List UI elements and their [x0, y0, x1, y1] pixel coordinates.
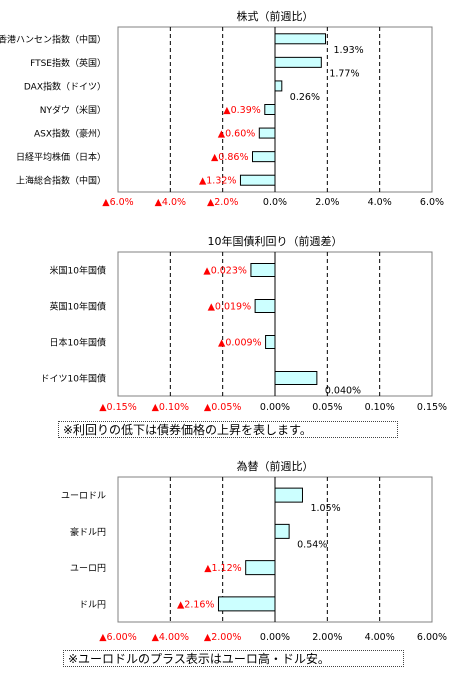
bar	[239, 174, 276, 186]
tick-label: ▲6.00%	[99, 632, 137, 643]
category-label: 米国10年国債	[50, 265, 106, 277]
tick-label: ▲2.00%	[204, 632, 242, 643]
bar	[251, 151, 276, 163]
bar	[274, 487, 303, 503]
data-label: ▲0.86%	[211, 152, 249, 163]
tick-label: ▲4.0%	[155, 197, 186, 208]
tick-label: 0.15%	[417, 402, 447, 413]
fx-note: ※ユーロドルのプラス表示はユーロ高・ドル安。	[63, 650, 404, 667]
data-label: 0.26%	[290, 92, 320, 103]
category-label: 英国10年国債	[50, 301, 106, 313]
data-label: ▲0.023%	[203, 266, 247, 277]
data-label: ▲1.12%	[204, 563, 242, 574]
category-label: ユーロドル	[61, 492, 106, 502]
data-label: ▲2.16%	[177, 599, 215, 610]
tick-label: 2.0%	[315, 197, 339, 208]
category-label: 豪ドル円	[70, 526, 106, 538]
data-label: 1.93%	[334, 45, 364, 56]
category-label: FTSE指数（英国）	[30, 57, 106, 69]
data-label: ▲0.019%	[208, 302, 252, 313]
tick-label: 2.00%	[312, 632, 342, 643]
chart-title: 10年国債利回り（前週差）	[208, 234, 343, 248]
tick-label: ▲6.0%	[102, 197, 133, 208]
tick-label: 0.0%	[263, 197, 287, 208]
bar	[274, 523, 290, 539]
category-label: 日経平均株価（日本）	[16, 151, 106, 163]
tick-label: 6.0%	[420, 197, 444, 208]
tick-label: 0.10%	[365, 402, 395, 413]
tick-label: ▲2.0%	[207, 197, 238, 208]
tick-label: ▲0.10%	[152, 402, 190, 413]
bar	[265, 335, 276, 349]
category-label: ユーロ円	[70, 563, 106, 574]
tick-label: ▲0.05%	[204, 402, 242, 413]
tick-label: 0.00%	[260, 632, 290, 643]
category-label: DAX指数（ドイツ）	[24, 80, 106, 92]
category-label: ASX指数（豪州）	[34, 128, 106, 140]
tick-label: ▲0.15%	[99, 402, 137, 413]
category-label: 日本10年国債	[50, 337, 106, 349]
tick-label: 6.00%	[417, 632, 447, 643]
data-label: ▲1.32%	[199, 176, 237, 187]
bar	[245, 560, 276, 576]
bar	[264, 104, 276, 115]
bar	[274, 33, 327, 45]
tick-label: 4.0%	[368, 197, 392, 208]
bar	[274, 56, 322, 68]
tick-label: 4.00%	[365, 632, 395, 643]
data-label: 0.040%	[325, 386, 361, 397]
tick-label: 0.00%	[260, 402, 290, 413]
category-label: ドル円	[79, 599, 106, 610]
data-label: 1.77%	[329, 68, 359, 79]
data-label: ▲0.39%	[223, 105, 261, 116]
bar	[258, 127, 276, 139]
category-label: ドイツ10年国債	[41, 373, 106, 385]
data-label: 0.54%	[297, 539, 327, 550]
yield-note: ※利回りの低下は債券価格の上昇を表します。	[58, 421, 398, 438]
data-label: ▲0.60%	[218, 129, 256, 140]
data-label: ▲0.009%	[218, 338, 262, 349]
category-label: 上海総合指数（中国）	[16, 175, 106, 187]
category-label: 香港ハンセン指数（中国）	[0, 33, 106, 45]
bar	[274, 80, 283, 92]
bar	[254, 299, 276, 313]
tick-label: ▲4.00%	[152, 632, 190, 643]
bar	[274, 371, 318, 385]
bar	[250, 263, 276, 277]
category-label: NYダウ（米国）	[40, 104, 106, 116]
tick-label: 0.05%	[312, 402, 342, 413]
bar	[217, 596, 276, 612]
chart-title: 為替（前週比）	[237, 459, 314, 473]
chart-title: 株式（前週比）	[237, 9, 314, 23]
data-label: 1.05%	[310, 503, 340, 514]
